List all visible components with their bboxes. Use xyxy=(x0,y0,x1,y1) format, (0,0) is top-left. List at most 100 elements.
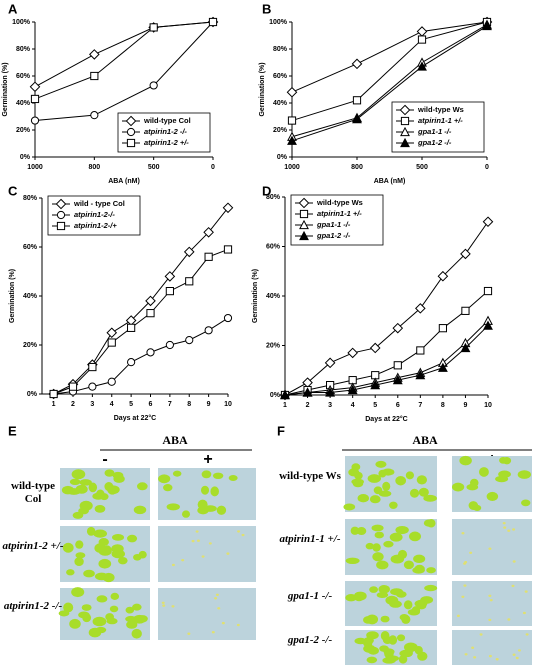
marker xyxy=(29,81,41,93)
marker xyxy=(165,287,174,296)
legend-label: atpirin1-1 +/- xyxy=(317,209,362,218)
seedling xyxy=(385,595,399,605)
x-axis-title: Days at 22°C xyxy=(114,414,157,422)
seedling xyxy=(369,586,378,593)
marker xyxy=(204,252,213,261)
seedling xyxy=(212,472,224,480)
x-tick-label: 3 xyxy=(328,402,332,409)
legend-label: atpirin1-2 +/- xyxy=(144,138,189,147)
seedling xyxy=(479,467,489,477)
seedling xyxy=(365,542,375,550)
series-line xyxy=(291,21,488,93)
seedling xyxy=(74,557,84,567)
seedling xyxy=(71,587,85,598)
seedling xyxy=(181,558,185,562)
marker xyxy=(437,362,448,372)
seedling xyxy=(217,607,221,610)
marker xyxy=(483,286,493,296)
seedling xyxy=(376,592,389,599)
marker xyxy=(287,116,297,125)
seedling xyxy=(191,539,195,543)
marker xyxy=(208,17,218,27)
marker xyxy=(400,126,410,137)
seedling xyxy=(511,584,515,588)
x-tick-label: 10 xyxy=(224,401,232,408)
seedling xyxy=(171,563,175,567)
seedling xyxy=(137,615,148,623)
series-line xyxy=(34,21,214,88)
y-tick-label: 60% xyxy=(266,243,281,250)
y-tick-label: 20% xyxy=(266,342,281,349)
marker xyxy=(56,221,66,231)
seedling xyxy=(203,505,217,512)
seedling xyxy=(389,532,403,542)
seedling xyxy=(426,567,436,574)
legend-label: gpa1-2 -/- xyxy=(316,231,351,240)
y-tick-label: 20% xyxy=(23,342,38,349)
y-tick-label: 60% xyxy=(16,73,31,80)
seedling xyxy=(237,530,241,533)
seedling xyxy=(456,614,460,618)
seedling xyxy=(375,460,387,468)
seedling xyxy=(464,560,468,564)
seedling xyxy=(512,560,516,563)
marker xyxy=(125,115,137,127)
marker xyxy=(461,306,470,315)
seedling xyxy=(380,615,390,623)
seedling xyxy=(407,608,420,616)
seedling xyxy=(125,615,137,623)
seedling xyxy=(69,618,81,629)
seedling xyxy=(488,654,492,658)
x-tick-label: 800 xyxy=(351,164,363,171)
seedling xyxy=(98,558,112,569)
row-label: wild-type Ws xyxy=(279,470,341,482)
marker xyxy=(482,216,494,228)
seedling xyxy=(200,485,210,495)
seedling xyxy=(354,637,367,645)
x-tick-label: 9 xyxy=(463,402,467,409)
marker xyxy=(438,324,447,333)
seedling xyxy=(93,529,108,538)
seedling xyxy=(345,594,357,602)
seedling xyxy=(210,486,219,497)
marker xyxy=(460,342,471,353)
legend-label: atpirin1-1 +/- xyxy=(418,116,463,125)
seedling xyxy=(79,479,92,486)
seedling xyxy=(211,631,215,634)
seedling xyxy=(424,584,438,592)
y-tick-label: 20% xyxy=(273,127,288,134)
seedling xyxy=(98,538,109,547)
seedling xyxy=(378,584,390,594)
seedling xyxy=(75,552,86,559)
seedling xyxy=(395,475,407,486)
seedling xyxy=(71,469,86,480)
seedling xyxy=(524,590,528,593)
seedling xyxy=(214,597,218,600)
photo-header: ABA xyxy=(162,433,188,447)
y-axis-title: Germination (%) xyxy=(2,62,9,116)
seedling xyxy=(95,626,107,634)
marker xyxy=(203,226,214,238)
marker xyxy=(106,327,118,339)
seedling xyxy=(403,560,414,570)
y-tick-label: 40% xyxy=(266,293,281,300)
x-tick-label: 6 xyxy=(149,401,153,408)
marker xyxy=(483,320,493,330)
seedling xyxy=(369,495,381,504)
seedling xyxy=(502,521,506,525)
marker xyxy=(185,336,194,345)
seedling xyxy=(158,474,171,484)
seedling xyxy=(133,553,142,561)
y-tick-label: 60% xyxy=(273,73,288,80)
marker xyxy=(437,270,449,282)
seedling xyxy=(503,526,507,529)
marker xyxy=(370,379,381,390)
x-tick-label: 7 xyxy=(418,402,422,409)
series-line xyxy=(291,24,488,138)
seedling xyxy=(383,648,395,656)
seedling xyxy=(356,527,367,536)
marker xyxy=(298,197,310,209)
seedling xyxy=(416,475,428,485)
